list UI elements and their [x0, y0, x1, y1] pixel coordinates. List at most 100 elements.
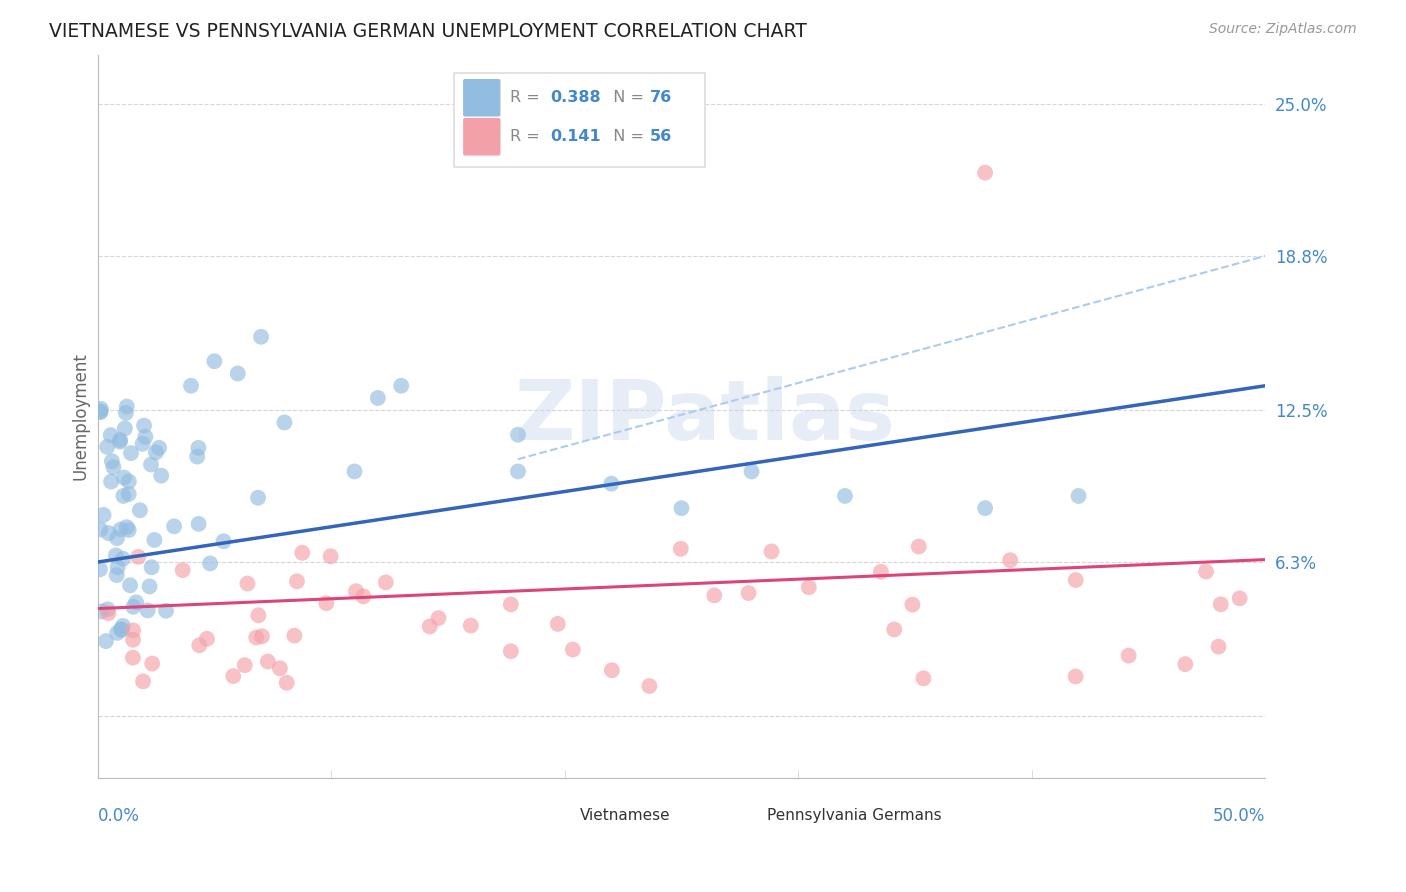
- Point: [138, 579, 160, 593]
- Text: 50.0%: 50.0%: [1213, 807, 1265, 825]
- Point: [222, 669, 245, 683]
- Point: [186, 450, 208, 464]
- Point: [1195, 565, 1218, 579]
- Text: 0.388: 0.388: [551, 90, 602, 105]
- Point: [671, 501, 693, 516]
- Point: [198, 557, 221, 571]
- Point: [90, 605, 112, 619]
- FancyBboxPatch shape: [463, 118, 501, 155]
- Point: [389, 378, 412, 392]
- Point: [145, 445, 167, 459]
- Point: [105, 626, 128, 640]
- Point: [974, 501, 997, 516]
- Point: [96, 440, 118, 454]
- Point: [285, 574, 308, 589]
- Point: [506, 427, 529, 442]
- Point: [97, 602, 120, 616]
- Point: [93, 508, 115, 522]
- Point: [427, 611, 450, 625]
- Point: [344, 584, 367, 599]
- FancyBboxPatch shape: [463, 79, 501, 117]
- Point: [283, 629, 305, 643]
- Point: [97, 606, 120, 620]
- Point: [352, 590, 374, 604]
- Text: Source: ZipAtlas.com: Source: ZipAtlas.com: [1209, 22, 1357, 37]
- Point: [114, 421, 136, 435]
- Point: [122, 632, 145, 647]
- Point: [315, 596, 337, 610]
- Point: [94, 634, 117, 648]
- Point: [136, 603, 159, 617]
- Point: [797, 580, 820, 594]
- Point: [883, 623, 905, 637]
- Point: [367, 391, 389, 405]
- Text: 76: 76: [650, 90, 672, 105]
- Point: [319, 549, 342, 564]
- Point: [155, 604, 177, 618]
- Point: [141, 657, 163, 671]
- Point: [703, 588, 725, 602]
- Point: [112, 470, 135, 484]
- Point: [1067, 489, 1090, 503]
- Point: [419, 619, 441, 633]
- Point: [101, 454, 124, 468]
- Text: VIETNAMESE VS PENNSYLVANIA GERMAN UNEMPLOYMENT CORRELATION CHART: VIETNAMESE VS PENNSYLVANIA GERMAN UNEMPL…: [49, 22, 807, 41]
- Text: 0.0%: 0.0%: [97, 807, 139, 825]
- Point: [105, 568, 128, 582]
- Point: [669, 541, 692, 556]
- Point: [761, 544, 783, 558]
- Point: [1209, 597, 1232, 611]
- Point: [100, 475, 122, 489]
- Point: [561, 642, 583, 657]
- Point: [600, 663, 623, 677]
- Point: [233, 658, 256, 673]
- Point: [499, 644, 522, 658]
- FancyBboxPatch shape: [720, 799, 759, 831]
- Point: [131, 437, 153, 451]
- Point: [901, 598, 924, 612]
- Text: 0.141: 0.141: [551, 129, 602, 145]
- Point: [141, 560, 163, 574]
- Point: [110, 622, 132, 636]
- Point: [100, 428, 122, 442]
- Point: [226, 367, 249, 381]
- Y-axis label: Unemployment: Unemployment: [72, 352, 89, 480]
- Point: [250, 330, 273, 344]
- Text: R =: R =: [510, 90, 544, 105]
- Point: [118, 523, 141, 537]
- Point: [143, 533, 166, 547]
- Point: [110, 523, 132, 537]
- Point: [737, 586, 759, 600]
- Point: [1064, 669, 1087, 683]
- Point: [343, 465, 366, 479]
- Point: [1118, 648, 1140, 663]
- Point: [89, 405, 111, 419]
- Point: [250, 629, 273, 643]
- Point: [276, 675, 298, 690]
- Point: [134, 430, 156, 444]
- Point: [195, 632, 218, 646]
- Point: [118, 487, 141, 501]
- Point: [172, 563, 194, 577]
- Point: [547, 616, 569, 631]
- Point: [202, 354, 225, 368]
- FancyBboxPatch shape: [533, 799, 572, 831]
- Point: [374, 575, 396, 590]
- Point: [187, 516, 209, 531]
- Point: [108, 434, 131, 449]
- Point: [148, 441, 170, 455]
- Point: [118, 475, 141, 489]
- Point: [115, 406, 138, 420]
- Point: [122, 599, 145, 614]
- Point: [870, 565, 893, 579]
- Text: N =: N =: [603, 90, 650, 105]
- Point: [163, 519, 186, 533]
- Point: [127, 549, 149, 564]
- Point: [111, 619, 134, 633]
- Point: [90, 404, 112, 418]
- Point: [128, 503, 150, 517]
- Point: [187, 441, 209, 455]
- Point: [115, 520, 138, 534]
- Point: [111, 623, 134, 637]
- Point: [273, 416, 295, 430]
